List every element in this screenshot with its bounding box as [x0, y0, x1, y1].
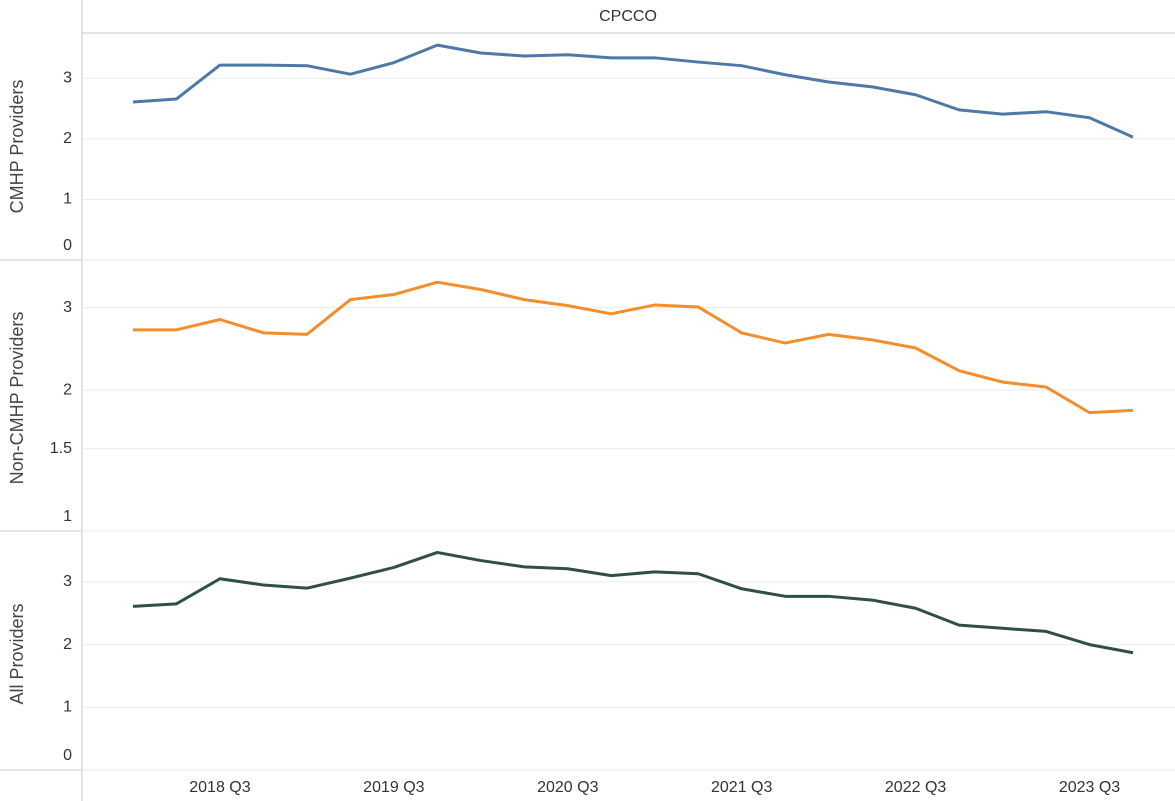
y-tick-label: 2 — [63, 130, 72, 147]
x-tick-label: 2018 Q3 — [189, 779, 250, 796]
y-tick-label: 1 — [63, 699, 72, 716]
x-tick-label: 2021 Q3 — [711, 779, 772, 796]
x-tick-label: 2023 Q3 — [1059, 779, 1120, 796]
y-tick-label: 1 — [63, 508, 72, 525]
chart-title: CPCCO — [599, 8, 657, 25]
y-axis-title: CMHP Providers — [7, 80, 27, 214]
y-tick-label: 0 — [63, 747, 72, 764]
series-line — [132, 43, 1134, 139]
y-tick-label: 2 — [63, 636, 72, 653]
y-tick-label: 1.5 — [50, 440, 72, 457]
y-tick-label: 1 — [63, 191, 72, 208]
y-tick-label: 3 — [63, 299, 72, 316]
x-tick-label: 2019 Q3 — [363, 779, 424, 796]
series-line — [132, 550, 1134, 655]
y-tick-label: 3 — [63, 70, 72, 87]
x-tick-label: 2020 Q3 — [537, 779, 598, 796]
x-tick-label: 2022 Q3 — [885, 779, 946, 796]
y-tick-label: 2 — [63, 381, 72, 398]
y-tick-label: 0 — [63, 237, 72, 254]
series-line — [133, 280, 1134, 415]
y-axis-title: All Providers — [7, 603, 27, 704]
y-axis-title: Non-CMHP Providers — [7, 312, 27, 485]
y-tick-label: 3 — [63, 573, 72, 590]
